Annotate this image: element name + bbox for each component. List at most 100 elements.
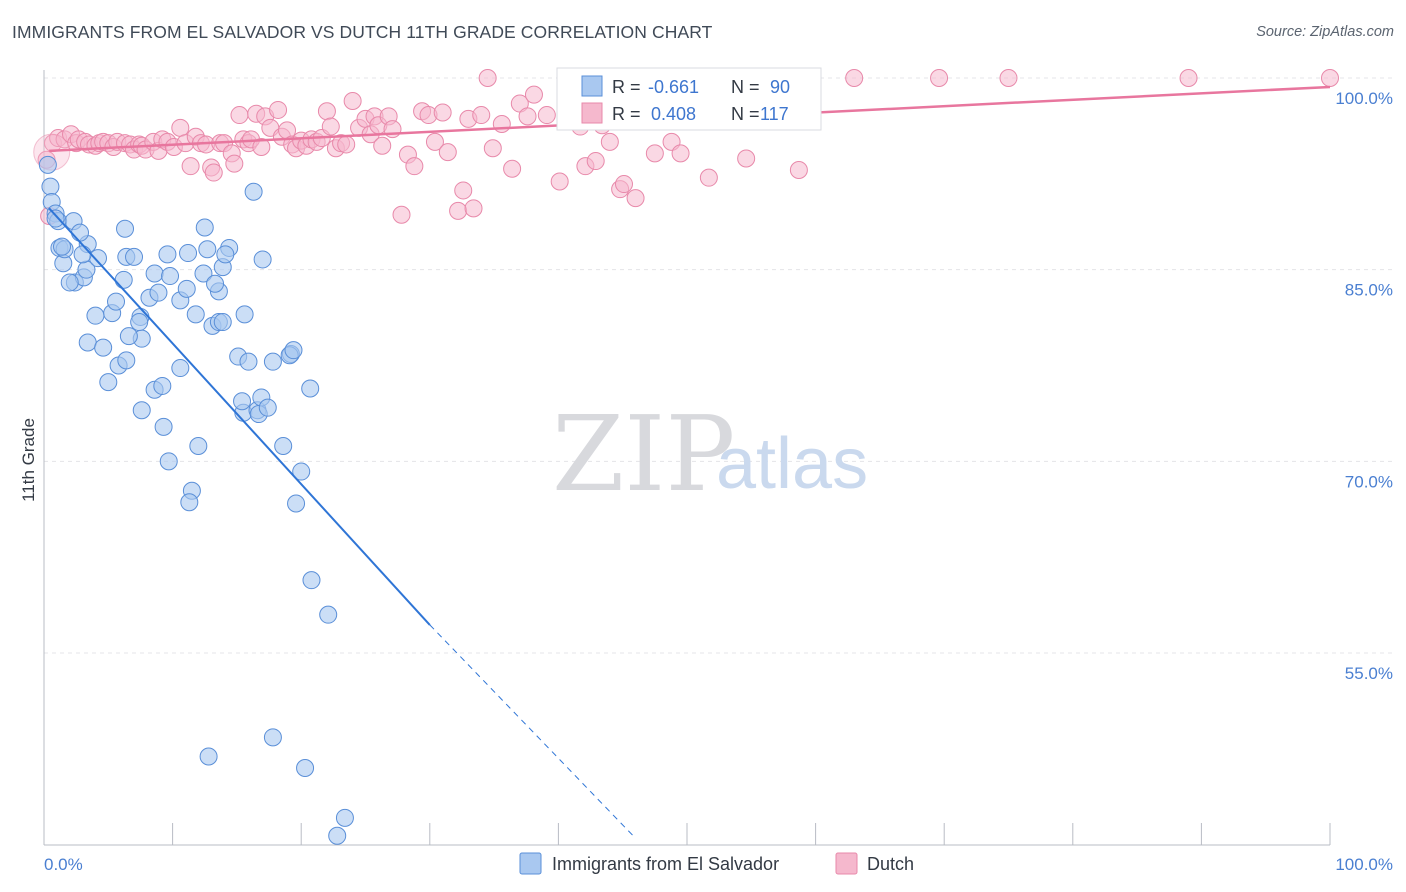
dutch-point xyxy=(478,69,497,87)
el-salvador-point xyxy=(216,245,235,264)
dutch-point xyxy=(454,181,473,200)
el-salvador-point xyxy=(117,351,136,370)
dutch-point xyxy=(343,92,362,110)
y-axis-label: 11th Grade xyxy=(19,418,38,502)
el-salvador-point xyxy=(206,274,225,293)
dutch-point xyxy=(737,149,756,168)
el-salvador-point xyxy=(125,247,144,266)
el-salvador-point xyxy=(154,417,173,436)
dutch-point xyxy=(537,106,556,125)
dutch-point xyxy=(472,106,491,125)
el-salvador-point xyxy=(114,270,133,289)
stats-legend: R = -0.661 N = 90 R = 0.408 N = 117 xyxy=(556,67,822,131)
el-salvador-point xyxy=(194,264,213,283)
el-salvador-point xyxy=(41,177,60,196)
stats-r-label-pink: R = xyxy=(612,104,641,124)
el-salvador-point xyxy=(189,437,208,455)
el-salvador-point xyxy=(179,244,198,263)
stats-n-label-blue: N = xyxy=(731,77,760,97)
dutch-point xyxy=(225,154,244,173)
el-salvador-point xyxy=(301,379,320,398)
el-salvador-point xyxy=(46,209,65,228)
dutch-point xyxy=(600,132,619,151)
el-salvador-point xyxy=(199,747,218,766)
x-tick-label: 100.0% xyxy=(1335,855,1393,874)
source-label: Source: ZipAtlas.com xyxy=(1256,24,1394,40)
el-salvador-point xyxy=(235,305,254,324)
el-salvador-point xyxy=(328,826,347,845)
el-salvador-point xyxy=(180,493,199,512)
el-salvador-point xyxy=(263,728,282,747)
y-tick-label: 100.0% xyxy=(1335,89,1393,108)
legend-label-dutch: Dutch xyxy=(867,854,914,874)
el-salvador-point xyxy=(244,182,263,201)
el-salvador-point xyxy=(132,401,151,420)
el-salvador-point xyxy=(153,376,172,395)
legend-label-el-salvador: Immigrants from El Salvador xyxy=(552,854,779,874)
dutch-point xyxy=(252,138,271,156)
dutch-point xyxy=(392,205,411,224)
dutch-point xyxy=(550,172,569,191)
dutch-point xyxy=(405,157,424,176)
y-tick-label: 55.0% xyxy=(1345,664,1393,683)
el-salvador-point xyxy=(78,333,97,352)
y-tick-label: 85.0% xyxy=(1345,281,1393,300)
el-salvador-point xyxy=(263,352,282,371)
dutch-point xyxy=(699,168,718,187)
dutch-point xyxy=(518,107,537,126)
x-tick-labels: 0.0% 100.0% xyxy=(44,855,1393,874)
dutch-point xyxy=(464,199,483,218)
el-salvador-point xyxy=(335,808,354,827)
y-tick-labels: 100.0% 85.0% 70.0% 55.0% xyxy=(1335,89,1393,683)
el-salvador-point xyxy=(253,250,272,269)
stats-n-value-pink: 117 xyxy=(760,104,789,124)
el-salvador-trend-extension xyxy=(429,624,636,839)
el-salvador-point xyxy=(71,223,90,242)
el-salvador-point xyxy=(145,264,164,283)
legend-swatch-el-salvador xyxy=(519,852,542,875)
dutch-point xyxy=(373,136,392,155)
dutch-point xyxy=(483,139,502,158)
dutch-point xyxy=(433,103,452,122)
dutch-point xyxy=(438,143,457,162)
dutch-point xyxy=(171,118,190,137)
dutch-point xyxy=(671,144,690,163)
dutch-point xyxy=(204,163,223,182)
el-salvador-point xyxy=(274,437,293,455)
watermark-zip: ZIP xyxy=(552,393,735,515)
el-salvador-point xyxy=(60,273,79,292)
dutch-point xyxy=(789,161,808,179)
el-salvador-point xyxy=(195,218,214,237)
el-salvador-point xyxy=(284,341,303,360)
dutch-point xyxy=(321,117,340,136)
x-tick-label: 0.0% xyxy=(44,855,83,874)
dutch-point xyxy=(586,152,605,171)
dutch-point xyxy=(337,135,356,154)
stats-n-label-pink: N = xyxy=(731,104,760,124)
dutch-point xyxy=(614,175,633,194)
chart-title: IMMIGRANTS FROM EL SALVADOR VS DUTCH 11T… xyxy=(12,22,713,42)
el-salvador-point xyxy=(213,313,232,332)
watermark: ZIP atlas xyxy=(552,393,868,515)
dutch-point xyxy=(425,132,444,151)
el-salvador-point xyxy=(161,267,180,286)
el-salvador-point xyxy=(292,462,311,481)
el-salvador-point xyxy=(86,306,105,325)
dutch-point xyxy=(930,69,949,87)
el-salvador-point xyxy=(198,240,217,259)
dutch-point xyxy=(1321,69,1339,87)
dutch-point xyxy=(181,157,200,176)
el-salvador-point xyxy=(130,313,149,332)
el-salvador-point xyxy=(99,373,118,392)
el-salvador-point xyxy=(38,155,57,174)
el-salvador-point xyxy=(177,279,196,298)
dutch-point xyxy=(449,201,468,220)
dutch-point xyxy=(626,189,645,208)
el-salvador-point xyxy=(296,759,315,777)
stats-swatch-pink xyxy=(581,102,603,124)
dutch-point xyxy=(317,102,336,121)
watermark-atlas: atlas xyxy=(716,424,868,504)
el-salvador-point xyxy=(94,338,113,357)
el-salvador-point xyxy=(149,283,168,302)
